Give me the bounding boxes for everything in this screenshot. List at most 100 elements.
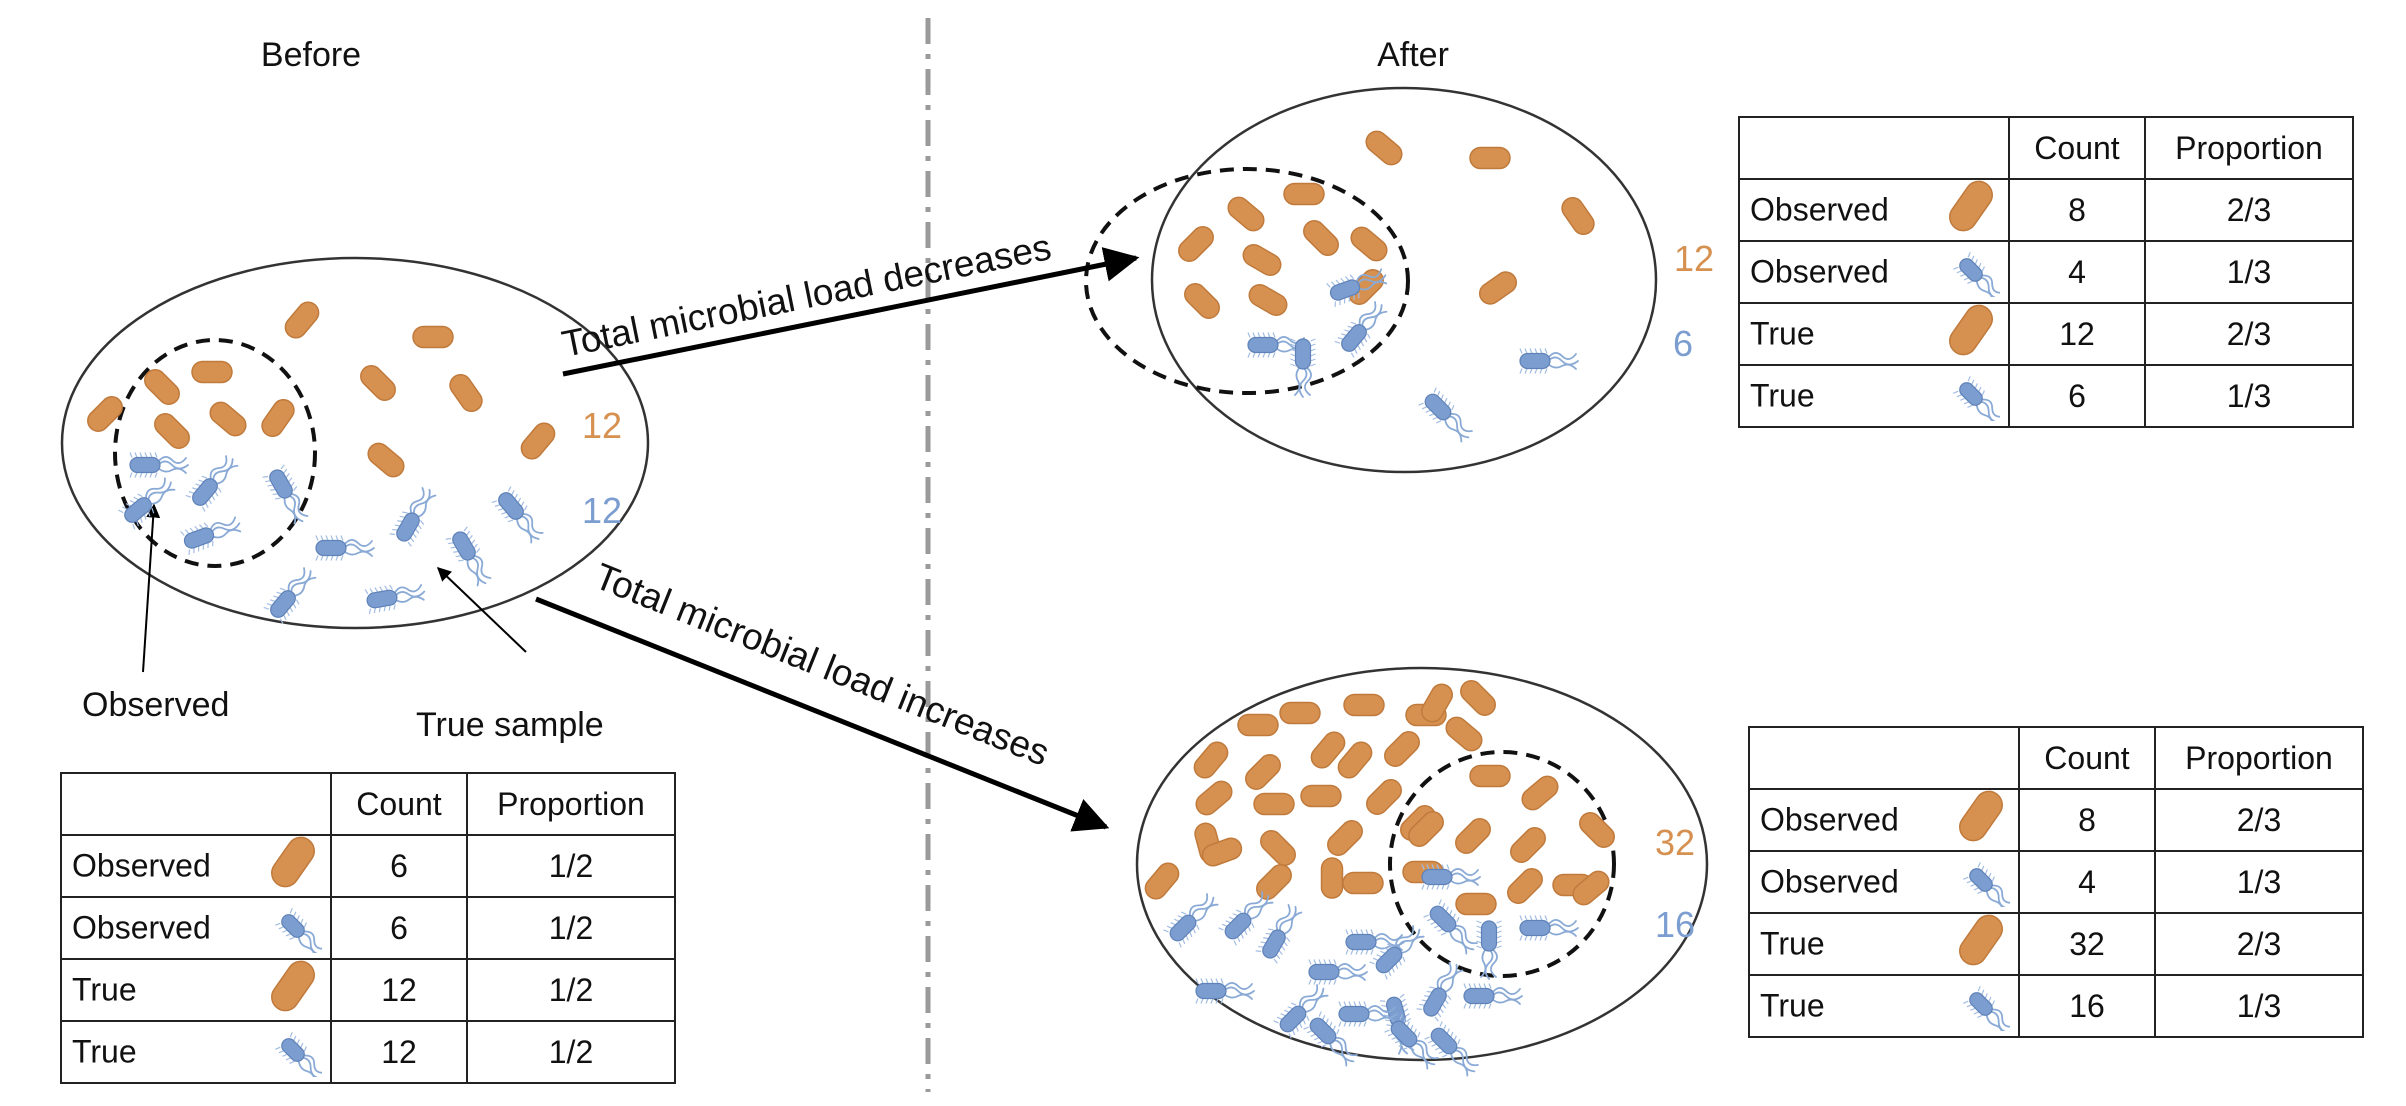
orange-rod-bacterium — [1343, 693, 1385, 717]
before-rod-count: 12 — [582, 405, 623, 446]
header-proportion: Proportion — [2144, 116, 2354, 180]
count-cell: 12 — [330, 958, 468, 1022]
orange-rod-bacterium-icon — [1942, 301, 2000, 367]
orange-rod-bacterium — [1342, 871, 1384, 895]
observed-label: Observed — [82, 686, 230, 724]
orange-rod-bacterium — [87, 396, 123, 432]
row-label: Observed — [1750, 253, 1889, 290]
row-label-cell: True — [1738, 364, 2010, 429]
blue-flagellated-bacterium — [1334, 301, 1388, 358]
proportion-cell: 1/2 — [466, 1020, 676, 1084]
blue-flagellated-bacterium — [1963, 862, 2015, 915]
arrow-load-increases — [535, 596, 1110, 832]
count-cell: 4 — [2008, 240, 2146, 304]
row-label: Observed — [1760, 863, 1899, 900]
blue-flagellated-bacterium — [1163, 893, 1219, 948]
orange-rod-bacterium — [1959, 914, 2003, 966]
orange-rod-bacterium — [1521, 775, 1559, 811]
row-label: Observed — [1760, 801, 1899, 838]
before-title: Before — [260, 36, 362, 74]
blue-flagellated-bacterium — [491, 486, 544, 544]
table-header-row: Count Proportion — [60, 772, 676, 836]
orange-rod-bacterium — [1260, 830, 1296, 866]
proportion-cell: 2/3 — [2144, 178, 2354, 242]
row-label: Observed — [1750, 191, 1889, 228]
after-bottom-cocci-count: 16 — [1655, 904, 1696, 945]
blue-flagellated-bacterium — [1953, 376, 2005, 429]
orange-rod-bacterium — [1408, 811, 1444, 847]
proportion-cell: 1/3 — [2154, 974, 2364, 1038]
header-proportion: Proportion — [466, 772, 676, 836]
table-row: Observed 4 1/3 — [1738, 240, 2354, 305]
orange-rod-bacterium — [1300, 784, 1342, 808]
orange-rod-bacterium — [1460, 680, 1496, 716]
orange-rod-bacterium — [1184, 283, 1220, 319]
row-label-cell: Observed — [60, 896, 332, 961]
after-bottom-observed-region — [1388, 750, 1616, 978]
table-row: True 12 1/2 — [60, 958, 676, 1022]
blue-flagellated-bacterium — [185, 455, 239, 512]
blue-flagellated-bacterium — [1290, 338, 1316, 398]
orange-rod-bacterium — [1959, 790, 2003, 842]
orange-rod-bacterium — [1201, 837, 1243, 867]
row-label-cell: True — [60, 958, 332, 1022]
orange-rod-bacterium — [1579, 812, 1615, 848]
blue-flagellated-bacterium — [445, 526, 492, 587]
table-row: Observed 6 1/2 — [60, 896, 676, 961]
orange-rod-bacterium — [1455, 892, 1497, 916]
orange-rod-bacterium — [1193, 741, 1229, 779]
blue-flagellated-bacterium — [1303, 1011, 1358, 1067]
count-cell: 12 — [2008, 302, 2146, 366]
orange-rod-bacterium — [1283, 182, 1325, 206]
row-label: True — [1750, 315, 1815, 352]
blue-flagellated-bacterium — [262, 464, 309, 525]
orange-rod-bacterium-icon — [264, 833, 322, 899]
row-label: True — [1760, 925, 1825, 962]
orange-rod-bacterium — [1507, 868, 1543, 904]
arrow-load-decreases — [562, 247, 1140, 377]
row-label: True — [72, 971, 137, 1008]
proportion-cell: 1/3 — [2144, 364, 2354, 428]
orange-rod-bacterium — [1478, 271, 1518, 305]
blue-flagellated-bacterium — [1963, 986, 2015, 1039]
orange-rod-bacterium — [412, 325, 454, 349]
orange-rod-bacterium — [367, 442, 405, 478]
true-sample-label: True sample — [416, 706, 604, 744]
table-row: True 12 1/2 — [60, 1020, 676, 1085]
table-header-row: Count Proportion — [1738, 116, 2354, 180]
orange-rod-bacterium — [1178, 226, 1214, 262]
table-row: True 6 1/3 — [1738, 364, 2354, 429]
blue-flagellated-bacterium — [364, 584, 426, 615]
pointer-observed — [142, 503, 161, 673]
row-label-cell: True — [60, 1020, 332, 1085]
header-cell-empty — [1748, 726, 2020, 790]
blue-flagellated-bacterium — [180, 516, 242, 555]
blue-flagellated-bacterium — [1308, 959, 1368, 985]
blue-flagellated-bacterium — [1247, 332, 1307, 358]
row-label-cell: True — [1748, 912, 2020, 976]
header-count: Count — [2008, 116, 2146, 180]
blue-flagellated-bacterium — [1519, 915, 1579, 941]
row-label-cell: Observed — [60, 833, 332, 899]
arrow-decrease-label: Total microbial load decreases — [558, 226, 1054, 365]
orange-rod-bacterium — [191, 360, 233, 384]
blue-flagellated-bacterium — [1273, 984, 1329, 1039]
count-cell: 12 — [330, 1020, 468, 1084]
orange-rod-bacterium — [284, 301, 320, 339]
blue-flagellated-bacterium — [1384, 1014, 1439, 1070]
count-cell: 32 — [2018, 912, 2156, 976]
table-row: True 12 2/3 — [1738, 301, 2354, 367]
blue-flagellated-bacterium — [129, 452, 189, 478]
orange-rod-bacterium-icon — [1952, 787, 2010, 853]
row-label-cell: Observed — [1738, 178, 2010, 242]
orange-rod-bacterium — [1144, 862, 1180, 900]
proportion-cell: 2/3 — [2154, 912, 2364, 976]
bacteria-layer — [87, 130, 1615, 1077]
blue-flagellated-bacterium-icon — [1952, 849, 2015, 915]
row-label: Observed — [72, 847, 211, 884]
orange-rod-bacterium — [1248, 284, 1288, 316]
orange-rod-bacterium — [1242, 244, 1282, 276]
orange-rod-bacterium — [154, 413, 190, 449]
blue-flagellated-bacterium — [1463, 983, 1523, 1009]
table-row: Observed 8 2/3 — [1748, 787, 2364, 853]
